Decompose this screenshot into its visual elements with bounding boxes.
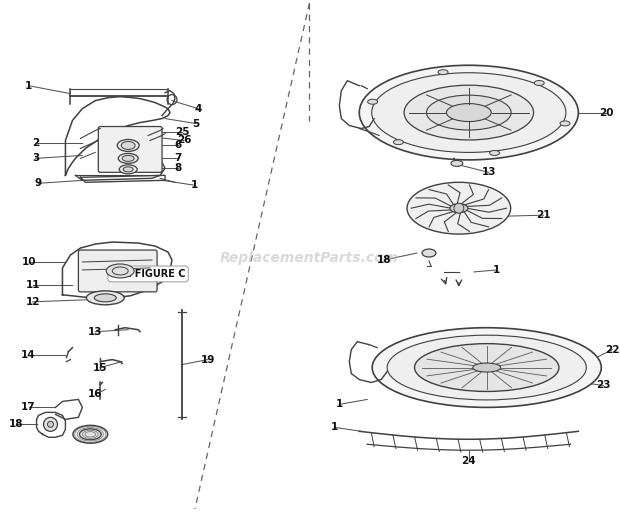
Ellipse shape [368, 99, 378, 104]
Ellipse shape [407, 182, 511, 234]
Text: 2: 2 [32, 139, 39, 148]
Text: 3: 3 [32, 153, 39, 164]
Text: 26: 26 [177, 135, 191, 146]
Text: 18: 18 [9, 419, 23, 429]
Text: 15: 15 [93, 363, 107, 372]
Text: 18: 18 [377, 255, 391, 265]
Text: 20: 20 [599, 108, 614, 117]
Ellipse shape [119, 165, 137, 174]
Ellipse shape [387, 335, 587, 400]
Text: 13: 13 [482, 167, 496, 177]
FancyBboxPatch shape [78, 250, 157, 292]
Text: 6: 6 [174, 141, 182, 150]
Ellipse shape [473, 363, 501, 372]
Circle shape [454, 203, 464, 213]
Text: 8: 8 [174, 163, 182, 173]
Ellipse shape [79, 429, 101, 440]
Text: 16: 16 [88, 389, 102, 400]
Ellipse shape [122, 142, 135, 149]
Text: 4: 4 [194, 104, 202, 113]
Text: 12: 12 [25, 297, 40, 307]
Ellipse shape [106, 264, 134, 278]
Text: 1: 1 [493, 265, 500, 275]
Ellipse shape [451, 161, 463, 166]
Ellipse shape [438, 70, 448, 75]
Text: ReplacementParts.com: ReplacementParts.com [220, 251, 399, 265]
Text: 19: 19 [201, 354, 215, 365]
Text: 1: 1 [25, 81, 32, 91]
Text: 17: 17 [21, 402, 36, 412]
Ellipse shape [117, 140, 139, 151]
Circle shape [43, 418, 58, 431]
Text: SEE FIGURE C: SEE FIGURE C [111, 269, 185, 279]
Ellipse shape [450, 204, 468, 213]
Text: 21: 21 [536, 210, 551, 220]
Text: 14: 14 [21, 349, 36, 360]
Ellipse shape [415, 344, 559, 391]
Ellipse shape [94, 294, 116, 302]
Ellipse shape [422, 249, 436, 257]
Ellipse shape [534, 81, 544, 86]
Text: 9: 9 [35, 179, 42, 188]
Ellipse shape [73, 425, 108, 443]
Text: 11: 11 [25, 280, 40, 290]
Ellipse shape [560, 121, 570, 126]
Ellipse shape [490, 150, 500, 155]
Ellipse shape [122, 155, 134, 162]
Text: 24: 24 [461, 456, 476, 466]
Ellipse shape [394, 140, 404, 145]
Ellipse shape [123, 167, 133, 172]
Text: 7: 7 [174, 153, 182, 164]
Text: 1: 1 [192, 180, 198, 190]
Text: 23: 23 [596, 381, 611, 390]
Text: 10: 10 [21, 257, 36, 267]
Ellipse shape [427, 95, 511, 130]
Ellipse shape [118, 153, 138, 163]
Circle shape [48, 421, 53, 427]
Text: 1: 1 [330, 422, 338, 432]
Ellipse shape [372, 328, 601, 407]
Ellipse shape [404, 85, 534, 140]
Ellipse shape [446, 104, 491, 122]
Text: 5: 5 [192, 119, 200, 129]
FancyBboxPatch shape [99, 127, 162, 172]
Text: 22: 22 [605, 345, 619, 354]
Ellipse shape [359, 65, 578, 160]
Ellipse shape [86, 291, 124, 305]
Ellipse shape [372, 73, 566, 152]
Text: 25: 25 [175, 128, 189, 137]
Text: 13: 13 [88, 327, 102, 337]
Text: 1: 1 [335, 400, 343, 409]
